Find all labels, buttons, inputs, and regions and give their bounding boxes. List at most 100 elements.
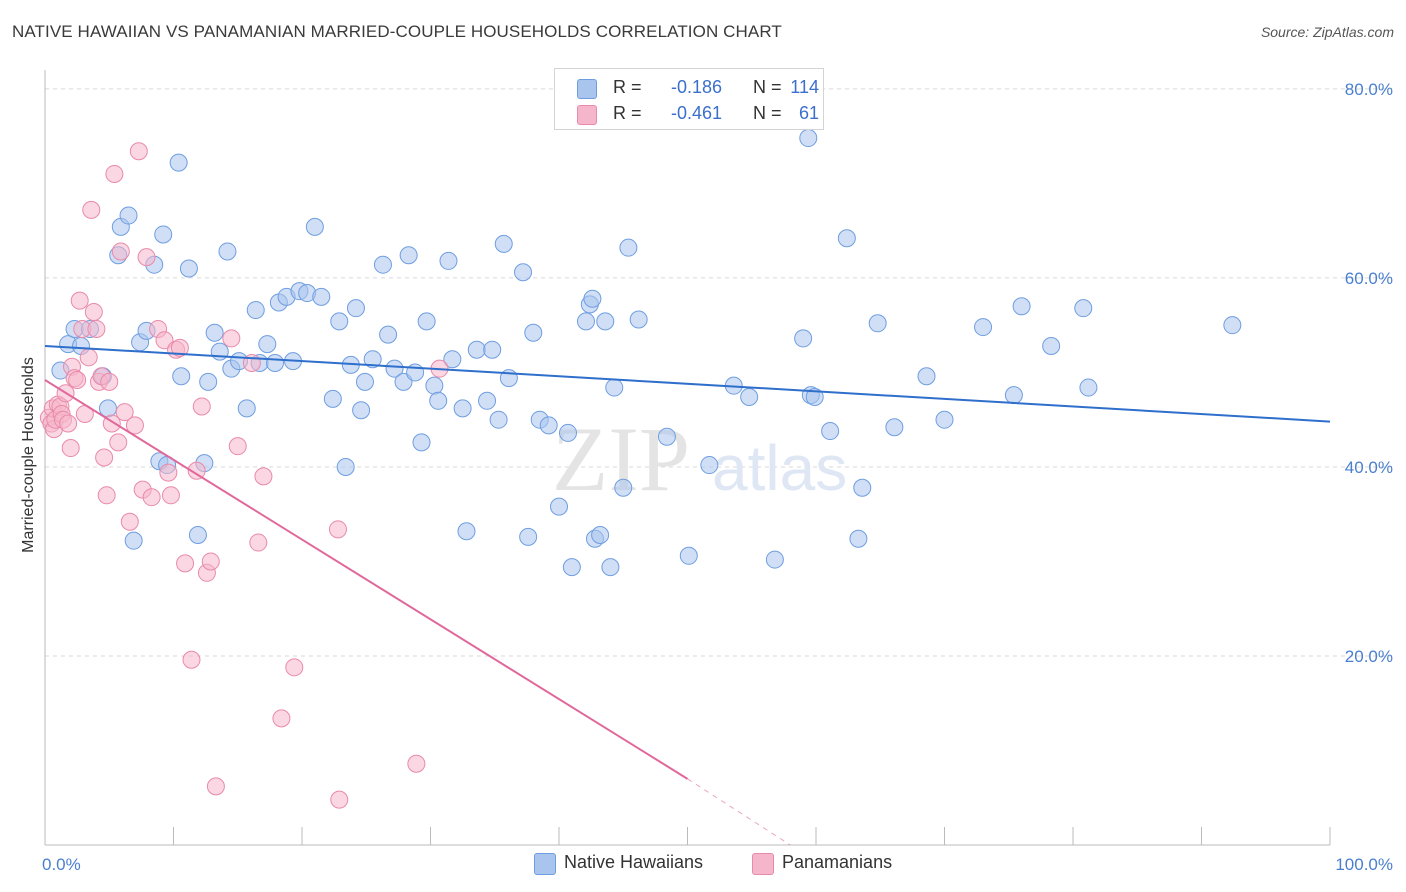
panamanian-point — [68, 371, 87, 389]
panamanian-point — [109, 433, 128, 452]
panamanian-point — [285, 658, 304, 677]
panamanian-point — [111, 242, 130, 261]
native-hawaiian-point — [237, 399, 256, 418]
n-label: N = — [753, 77, 782, 97]
native-hawaiian-point — [412, 433, 431, 452]
native-hawaiian-point — [199, 372, 218, 391]
native-hawaiian-point — [558, 423, 577, 442]
legend-label: Native Hawaiians — [564, 852, 704, 872]
panamanian-trend-extension — [687, 778, 791, 846]
panamanian-point — [61, 439, 80, 458]
axes — [44, 70, 1331, 846]
native-hawaiian-point — [467, 340, 486, 359]
native-hawaiian-point — [868, 314, 887, 333]
native-hawaiian-point — [330, 312, 349, 331]
native-hawaiian-point — [246, 301, 265, 320]
panamanian-point — [97, 486, 116, 505]
native-trend-line — [44, 344, 1331, 423]
native-hawaiian-point — [453, 399, 472, 418]
native-hawaiian-point — [591, 526, 610, 544]
native-hawaiian-point — [355, 372, 374, 391]
r-label: R = — [613, 77, 642, 97]
native-hawaiian-point — [154, 225, 173, 244]
x-tick-label: 0.0% — [42, 855, 81, 874]
panamanian-point — [115, 403, 134, 422]
native-hawaiian-point — [700, 456, 719, 475]
native-hawaiian-point — [1042, 336, 1061, 355]
native-hawaiian-point — [323, 389, 342, 408]
native-hawaiian-point — [305, 217, 324, 236]
native-hawaiian-point — [1079, 378, 1098, 397]
panamanian-point — [105, 164, 124, 183]
native-hawaiian-point — [352, 401, 371, 420]
native-hawaiian-point — [429, 391, 448, 410]
native-hawaiian-point — [489, 410, 508, 429]
native-hawaiian-point — [596, 312, 615, 331]
panamanian-point — [407, 754, 426, 773]
native-hawaiian-point — [514, 263, 533, 282]
native-hawaiian-point — [443, 350, 462, 369]
panamanian-point — [176, 554, 195, 573]
native-hawaiian-point — [885, 418, 904, 437]
y-axis-label: Married-couple Households — [20, 357, 37, 553]
native-hawaiian-point — [805, 388, 824, 407]
r-label: R = — [613, 103, 642, 123]
watermark: ZIP atlas — [552, 408, 847, 510]
native-hawaiian-point — [679, 546, 698, 565]
native-hawaiian-point — [1012, 297, 1031, 316]
native-hawaiian-point — [1223, 316, 1242, 335]
panamanian-point — [84, 302, 103, 321]
native-hawaiian-point — [483, 340, 502, 359]
native-hawaiian-point — [562, 558, 581, 577]
panamanian-point — [206, 777, 225, 796]
native-hawaiian-point — [1004, 386, 1023, 405]
panamanian-point — [330, 790, 349, 809]
panamanian-trend-line — [44, 379, 689, 780]
panamanian-point — [192, 397, 211, 416]
panamanian-point — [182, 650, 201, 669]
x-tick-label: 100.0% — [1335, 855, 1393, 874]
panamanian-point — [254, 467, 273, 486]
native-hawaiian-point — [188, 526, 207, 544]
panamanian-point — [272, 709, 291, 728]
n-value: 61 — [798, 103, 819, 123]
native-hawaiian-point — [837, 229, 856, 248]
native-hawaiian-point — [765, 550, 784, 569]
panamanian-point — [222, 329, 241, 348]
native-hawaiian-point — [799, 129, 818, 148]
native-hawaiian-point — [205, 323, 224, 342]
native-hawaiian-point — [363, 350, 382, 369]
native-hawaiian-point — [583, 289, 602, 308]
panamanian-point — [82, 200, 101, 219]
grid-lines — [45, 88, 1392, 657]
panamanian-point — [201, 552, 220, 571]
panamanian-point — [249, 533, 268, 552]
native-swatch — [534, 853, 556, 875]
chart-title: NATIVE HAWAIIAN VS PANAMANIAN MARRIED-CO… — [12, 22, 782, 41]
r-value: -0.461 — [671, 103, 723, 123]
panamanian-point — [87, 319, 106, 338]
legend-label: Panamanians — [782, 852, 893, 872]
native-hawaiian-point — [169, 153, 188, 172]
native-swatch — [577, 79, 597, 99]
tick-labels: 20.0% 40.0% 60.0% 80.0% 0.0% 100.0% — [42, 80, 1393, 874]
native-hawaiian-point — [519, 527, 538, 546]
native-hawaiian-point — [1074, 299, 1093, 318]
native-hawaiian-point — [312, 287, 331, 306]
native-hawaiian-point — [619, 238, 638, 257]
y-tick-label: 40.0% — [1345, 458, 1393, 477]
native-hawaiians-points — [51, 129, 1242, 577]
native-hawaiian-point — [794, 329, 813, 348]
native-hawaiian-point — [849, 529, 868, 548]
native-hawaiian-point — [172, 367, 191, 386]
panamanians-points — [39, 142, 449, 809]
native-hawaiian-point — [821, 422, 840, 441]
n-label: N = — [753, 103, 782, 123]
native-hawaiian-point — [853, 478, 872, 497]
native-hawaiian-point — [539, 416, 558, 435]
panamanian-point — [228, 437, 247, 456]
native-hawaiian-point — [917, 367, 936, 386]
native-hawaiian-point — [425, 376, 444, 395]
native-hawaiian-point — [373, 255, 392, 274]
source-label: Source: ZipAtlas.com — [1260, 24, 1394, 40]
